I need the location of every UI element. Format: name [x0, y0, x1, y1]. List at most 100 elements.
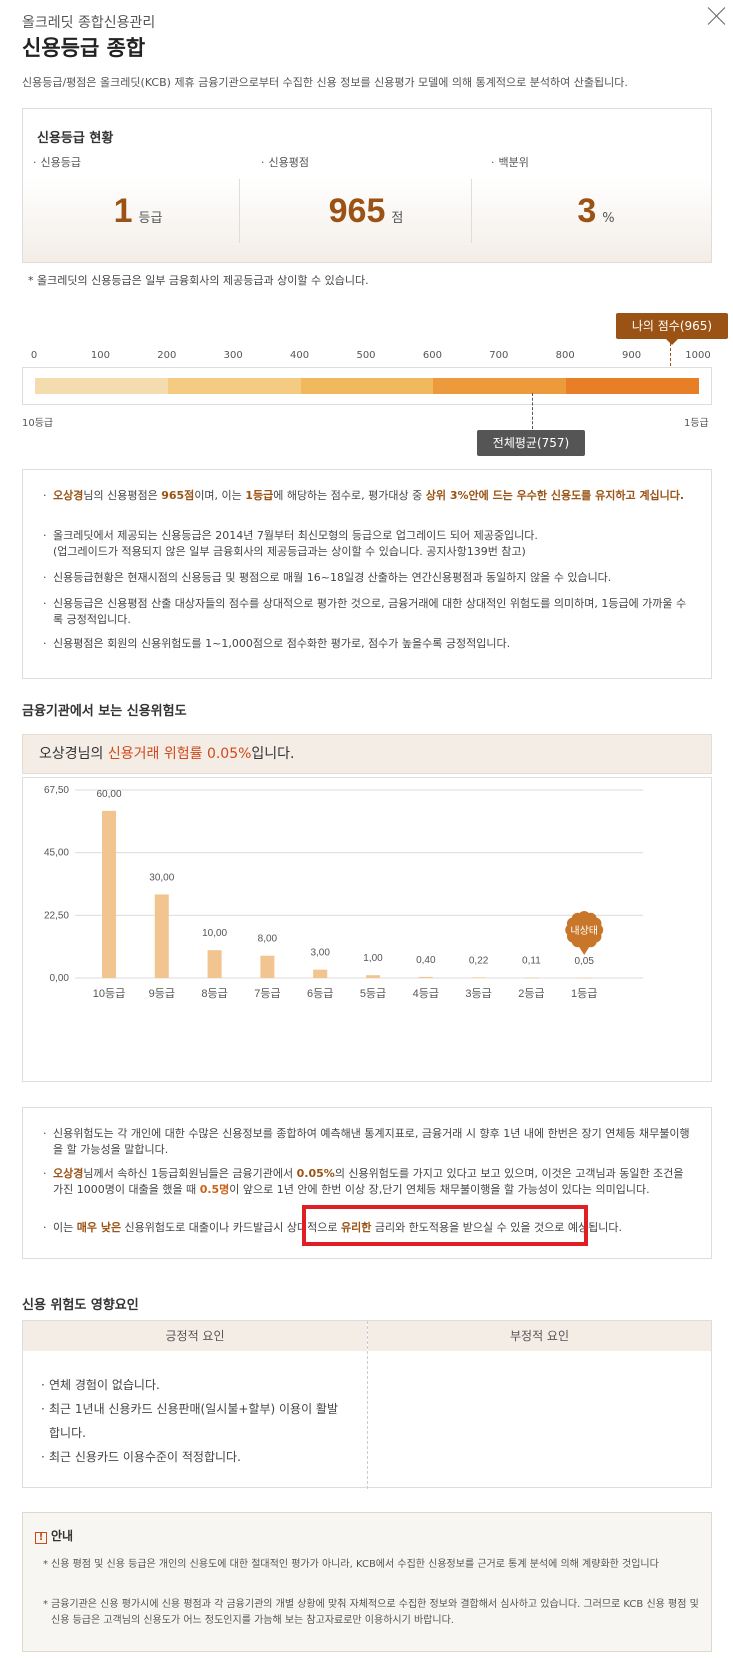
- scale-left-grade: 10등급: [22, 418, 54, 429]
- grade-stat: 신용등급 1 등급: [23, 154, 253, 264]
- scale-tick-label: 900: [622, 350, 642, 361]
- info-text: 의 신용위험도를 가지고 있다고 보고 있으며, 이것은 고객님과 동일한 조건…: [53, 1167, 684, 1196]
- risk-percent: 0.05%: [296, 1167, 335, 1180]
- chart-bar: [524, 977, 539, 979]
- banner-text: 입니다.: [251, 746, 295, 762]
- x-tick-label: 9등급: [149, 987, 175, 1000]
- percentile-stat: 백분위 3%: [481, 154, 711, 264]
- info-score: 965점: [161, 489, 195, 502]
- risk-info-conclusion: 이는 매우 낮은 신용위험도로 대출이나 카드발급시 상대적으로 유리한 금리와…: [43, 1220, 693, 1236]
- average-score-badge: 전체평균(757): [477, 430, 585, 456]
- x-tick-label: 8등급: [201, 987, 227, 1000]
- highlight-box: [302, 1205, 588, 1246]
- banner-text: 님의: [77, 746, 108, 762]
- risk-info-definition: 신용위험도는 각 개인에 대한 수많은 신용정보를 종합하여 예측해낸 통계지표…: [43, 1126, 693, 1158]
- page-supertitle: 올크레딧 종합신용관리: [22, 15, 156, 31]
- scale-segment: [433, 378, 567, 394]
- info-text: 에 해당하는 점수로, 평가대상 중: [273, 489, 426, 502]
- risk-count: 0.5명: [199, 1183, 230, 1196]
- scale-tick-label: 800: [555, 350, 575, 361]
- badge-pointer: [579, 947, 590, 955]
- grade-unit: 등급: [138, 211, 163, 226]
- bar-value-label: 10,00: [202, 928, 227, 939]
- close-icon[interactable]: [705, 4, 729, 28]
- risk-rate: 0.05%: [206, 746, 252, 762]
- guide-item: 금융기관은 신용 평가시에 신용 평점과 각 금융기관의 개별 상황에 맞춰 자…: [43, 1597, 701, 1629]
- positive-factor: 최근 신용카드 이용수준이 적정합니다.: [41, 1445, 369, 1469]
- score-stat: 신용평점 965 점: [251, 154, 481, 264]
- bar-value-label: 8,00: [258, 934, 278, 945]
- bar-value-label: 1,00: [363, 953, 383, 964]
- stat-divider: [239, 179, 240, 243]
- score-unit: 점: [391, 211, 404, 226]
- guide-box: ! 안내 신용 평점 및 신용 등급은 개인의 신용도에 대한 절대적인 평가가 …: [22, 1512, 712, 1652]
- info-text: 올크레딧에서 제공되는 신용등급은 2014년 7월부터 최신모형의 등급으로 …: [53, 529, 538, 542]
- info-text: 신용위험도로 대출이나 카드발급시 상대적으로: [121, 1221, 341, 1234]
- positive-factors-header: 긍정적 요인: [23, 1321, 367, 1351]
- chart-bar: [260, 955, 275, 978]
- y-tick-label: 67,50: [44, 785, 69, 796]
- average-score-marker: [532, 393, 533, 429]
- scale-tick-label: 200: [157, 350, 177, 361]
- risk-info-detail: 오상경님께서 속하신 1등급회원님들은 금융기관에서 0.05%의 신용위험도를…: [43, 1166, 693, 1198]
- grade-note: * 올크레딧의 신용등급은 일부 금융회사의 제공등급과 상이할 수 있습니다.: [28, 274, 369, 287]
- chart-bar: [577, 977, 592, 979]
- factors-table: 긍정적 요인 부정적 요인 연체 경험이 없습니다. 최근 1년내 신용카드 신…: [22, 1320, 712, 1489]
- info-text: 님께서 속하신 1등급회원님들은 금융기관에서: [83, 1167, 297, 1180]
- scale-tick-label: 700: [489, 350, 509, 361]
- my-score-marker: [670, 338, 671, 376]
- chart-bar: [471, 977, 486, 978]
- info-item-score-range: 신용평점은 회원의 신용위험도를 1~1,000점으로 점수화한 평가로, 점수…: [43, 636, 693, 652]
- info-text: 이며, 이는: [194, 489, 246, 502]
- risk-section-title: 금융기관에서 보는 신용위험도: [22, 704, 187, 719]
- risk-chart: 67,50 45,00 22,50 0,00 60,00 10등급 30,00 9등급 10,0…: [22, 777, 712, 1082]
- percentile-label: 백분위: [491, 154, 529, 170]
- credit-info-box: 오상경님의 신용평점은 965점이며, 이는 1등급에 해당하는 점수로, 평가…: [22, 469, 712, 679]
- user-name: 오상경: [39, 746, 78, 762]
- info-highlight: 상위 3%안에 드는 우수한 신용도를 유지하고 계십니다.: [425, 489, 685, 502]
- y-tick-label: 0,00: [50, 973, 70, 984]
- alert-icon: !: [35, 1532, 47, 1544]
- bar-value-label: 0,05: [574, 956, 594, 967]
- score-scale-track: [35, 378, 699, 394]
- percentile-unit: %: [602, 211, 615, 226]
- chart-bar: [154, 894, 169, 978]
- info-item-relative: 신용등급은 신용평점 산출 대상자들의 점수를 상대적으로 평가한 것으로, 금…: [43, 596, 693, 628]
- score-value: 965: [328, 192, 386, 230]
- factor-divider: [367, 1321, 368, 1489]
- bar-value-label: 60,00: [96, 789, 121, 800]
- bar-value-label: 3,00: [310, 948, 330, 959]
- risk-bar-chart: 67,50 45,00 22,50 0,00 60,00 10등급 30,00 9등급 10,0…: [44, 785, 643, 1000]
- chart-bar: [313, 969, 328, 978]
- scale-tick-label: 1000: [685, 350, 711, 361]
- scale-tick-label: 100: [90, 350, 110, 361]
- stat-divider: [471, 179, 472, 243]
- scale-segment: [35, 378, 168, 394]
- score-label: 신용평점: [261, 154, 309, 170]
- bar-value-label: 0,11: [522, 956, 541, 967]
- scale-tick-label: 500: [356, 350, 376, 361]
- info-text: 님의 신용평점은: [83, 489, 162, 502]
- badge-core: [570, 916, 599, 944]
- scale-tick-label: 0: [30, 350, 38, 361]
- advantage-word: 유리한: [340, 1221, 372, 1234]
- guide-item: 신용 평점 및 신용 등급은 개인의 신용도에 대한 절대적인 평가가 아니라,…: [43, 1557, 701, 1573]
- user-name: 오상경: [53, 489, 84, 502]
- chart-bar: [418, 976, 433, 978]
- scale-segment: [566, 378, 699, 394]
- negative-factors-header: 부정적 요인: [368, 1321, 711, 1351]
- scale-segment: [167, 378, 301, 394]
- scale-tick-label: 300: [223, 350, 243, 361]
- risk-banner: 오상경님의 신용거래 위험률 0.05%입니다.: [22, 734, 712, 774]
- info-text: 이 앞으로 1년 안에 한번 이상 장,단기 연체등 채무불이행을 할 가능성이…: [229, 1183, 650, 1196]
- info-text: 이는: [53, 1221, 77, 1234]
- positive-factor: 연체 경험이 없습니다.: [41, 1373, 369, 1397]
- x-tick-label: 5등급: [360, 987, 386, 1000]
- x-tick-label: 2등급: [518, 987, 544, 1000]
- y-tick-label: 22,50: [44, 910, 69, 921]
- info-item-current: 신용등급현황은 현재시점의 신용등급 및 평점으로 매월 16~18일경 산출하…: [43, 570, 693, 586]
- bar-value-label: 0,22: [469, 955, 489, 966]
- grade-value: 1: [113, 192, 133, 230]
- info-text: 금리와 한도적용을 받으실 수 있을 것으로 예상됩니다.: [371, 1221, 622, 1234]
- x-tick-label: 7등급: [254, 987, 280, 1000]
